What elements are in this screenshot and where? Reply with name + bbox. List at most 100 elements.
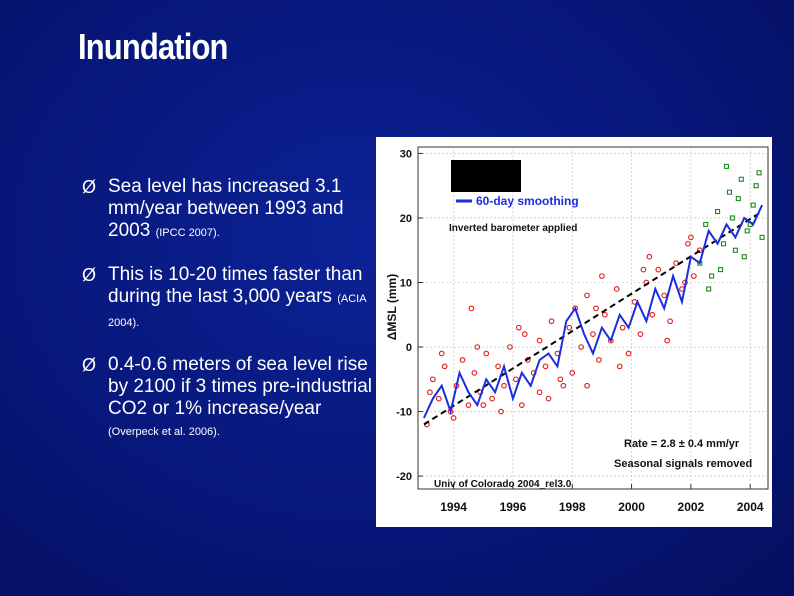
green-point	[720, 241, 727, 247]
green-point	[744, 228, 750, 234]
green-point	[729, 215, 735, 221]
red-point	[637, 331, 644, 337]
x-tick-label: 2004	[737, 500, 764, 514]
red-point	[557, 376, 564, 383]
red-point	[599, 273, 605, 279]
green-point	[717, 267, 724, 273]
red-point	[655, 266, 662, 273]
red-point	[435, 395, 442, 402]
red-point	[459, 357, 466, 363]
red-point	[429, 376, 436, 383]
green-point	[753, 183, 759, 189]
slide-title: Inundation	[78, 26, 228, 67]
red-point	[501, 382, 507, 389]
green-point	[735, 196, 741, 202]
red-point	[667, 318, 673, 325]
y-tick-label: -20	[396, 471, 412, 483]
red-point	[578, 344, 584, 350]
red-point	[664, 337, 671, 344]
red-point	[515, 324, 522, 331]
red-point	[640, 266, 647, 273]
trend-line	[423, 210, 763, 426]
red-point	[480, 402, 487, 408]
trend-line-path	[423, 210, 763, 426]
green-point	[726, 189, 732, 195]
bullet-text: 0.4-0.6 meters of sea level rise by 2100…	[108, 354, 373, 419]
green-point	[741, 254, 747, 260]
red-point	[468, 305, 475, 312]
rate-annotation: Rate = 2.8 ± 0.4 mm/yr	[624, 438, 740, 450]
legend-redaction-box	[451, 160, 521, 192]
bullet-citation: (IPCC 2007).	[155, 227, 220, 239]
y-tick-label: -10	[396, 407, 412, 419]
red-point	[495, 363, 501, 370]
red-point	[590, 331, 596, 337]
red-point	[542, 363, 549, 370]
arrow-bullet-icon: Ø	[82, 265, 97, 285]
red-point	[548, 318, 555, 325]
x-tick-label: 1998	[559, 500, 586, 514]
red-point	[569, 369, 576, 376]
red-point	[474, 344, 481, 350]
x-tick-label: 2002	[678, 500, 705, 514]
red-point	[513, 376, 519, 383]
bullet-item: Ø This is 10-20 times faster than during…	[82, 264, 382, 334]
red-point	[438, 350, 445, 357]
x-tick-label: 1994	[440, 500, 467, 514]
red-point	[696, 247, 703, 254]
red-point	[625, 350, 632, 357]
smoothing-line	[423, 204, 763, 419]
green-point	[703, 221, 709, 227]
y-tick-label: 0	[406, 342, 412, 354]
red-point	[649, 311, 656, 318]
chart-svg: 30 20 10 0 -10 -20 1994 1996 1998 2000 2002 2004 Δ…	[385, 146, 769, 514]
bullet-citation: (ACIA 2004).	[108, 293, 366, 329]
green-point	[723, 163, 730, 169]
red-point	[427, 389, 433, 396]
sea-level-chart: 30 20 10 0 -10 -20 1994 1996 1998 2000 2002 2004 Δ…	[376, 137, 772, 527]
seasonal-annotation: Seasonal signals removed	[614, 458, 752, 470]
red-point	[498, 408, 504, 415]
y-axis: 30 20 10 0 -10 -20	[396, 148, 423, 483]
red-point	[521, 331, 528, 337]
grid-lines	[418, 147, 768, 489]
green-point	[738, 176, 744, 182]
red-point	[450, 415, 457, 421]
red-points	[424, 234, 703, 428]
smoothing-line-path	[423, 204, 763, 419]
red-point	[584, 382, 590, 389]
red-point	[690, 273, 697, 279]
x-axis: 1994 1996 1998 2000 2002 2004	[440, 484, 764, 514]
green-point	[756, 170, 762, 176]
green-point	[750, 202, 756, 208]
red-point	[584, 292, 590, 299]
bullet-list: Ø Sea level has increased 3.1 mm/year be…	[82, 176, 382, 440]
red-point	[507, 344, 513, 350]
arrow-bullet-icon: Ø	[82, 177, 97, 197]
red-point	[602, 311, 608, 318]
y-tick-label: 20	[400, 213, 412, 225]
green-point	[732, 247, 738, 253]
red-point	[489, 395, 496, 402]
green-points	[697, 163, 765, 292]
red-point	[441, 363, 448, 370]
green-point	[709, 273, 715, 279]
red-point	[661, 292, 668, 299]
red-point	[685, 240, 691, 247]
red-point	[613, 286, 620, 292]
red-point	[545, 395, 552, 402]
arrow-bullet-icon: Ø	[82, 355, 97, 375]
green-point	[759, 234, 765, 240]
red-point	[465, 402, 472, 408]
green-point	[715, 208, 721, 215]
bullet-text: Sea level has increased 3.1 mm/year betw…	[108, 176, 344, 241]
red-point	[536, 337, 543, 344]
red-point	[566, 324, 573, 331]
y-tick-label: 10	[400, 278, 412, 290]
red-point	[596, 357, 602, 363]
bullet-item: Ø 0.4-0.6 meters of sea level rise by 21…	[82, 354, 382, 440]
legend-smoothing-label: 60-day smoothing	[476, 194, 579, 208]
red-point	[616, 363, 623, 370]
red-point	[483, 350, 490, 357]
